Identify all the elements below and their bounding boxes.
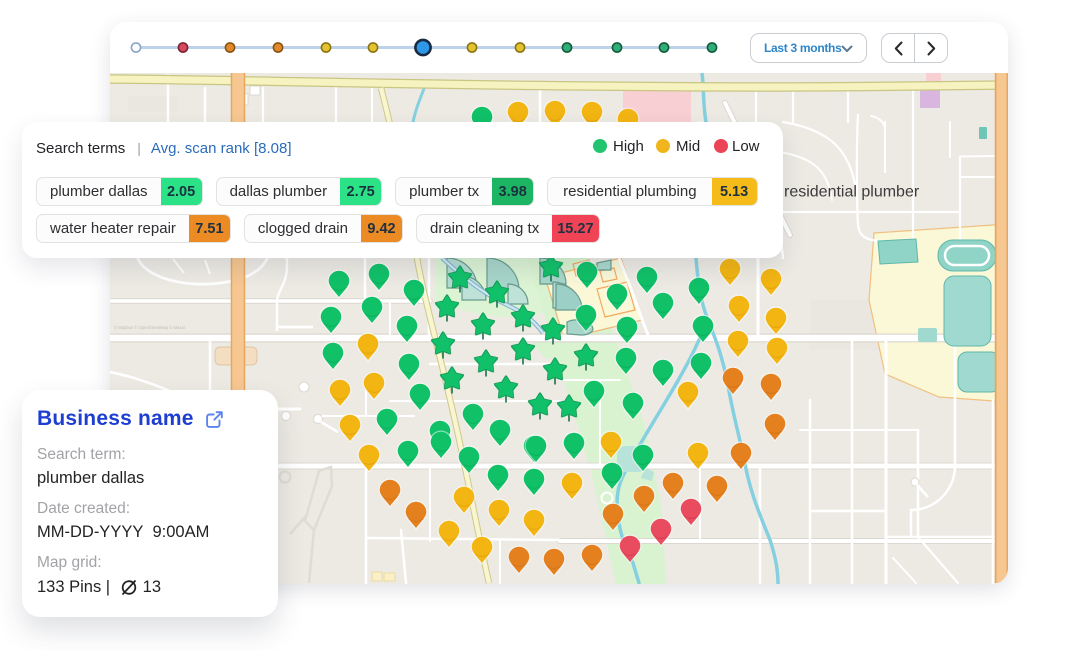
svg-text:residential plumber: residential plumber [784,184,920,201]
svg-text:© Mapbox © OpenStreetMap © Max: © Mapbox © OpenStreetMap © Maxar [114,325,186,330]
